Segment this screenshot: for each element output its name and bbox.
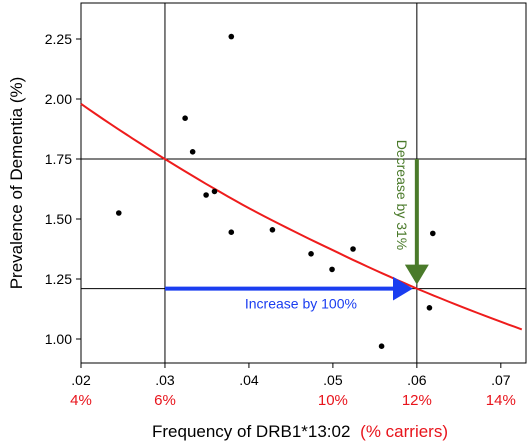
- x-tick-label-percent: 12%: [402, 392, 432, 409]
- data-point: [228, 229, 235, 235]
- data-point: [329, 266, 335, 273]
- data-point: [115, 210, 122, 216]
- y-axis-ticks: 1.00 1.25 1.50 1.75 2.00 2.25: [45, 31, 81, 347]
- x-tick-label: .06: [407, 372, 427, 388]
- y-axis-title: Prevalence of Dementia (%): [7, 77, 26, 290]
- x-tick-label-percent: 14%: [486, 392, 516, 409]
- data-point: [269, 227, 276, 233]
- x-tick-label: .05: [323, 372, 343, 388]
- x-tick-label: .07: [491, 372, 511, 388]
- x-tick-label-percent: 6%: [154, 392, 176, 409]
- fit-curve: [80, 102, 523, 331]
- increase-label: Increase by 100%: [245, 296, 357, 312]
- data-point: [211, 188, 218, 195]
- data-point: [308, 251, 314, 257]
- x-tick-label-percent: 10%: [318, 392, 348, 409]
- annotations: Increase by 100% Decrease by 31%: [164, 140, 429, 312]
- data-points: [115, 33, 436, 350]
- decrease-label: Decrease by 31%: [394, 140, 410, 251]
- x-tick-label-percent: 4%: [70, 392, 92, 409]
- y-tick-label: 1.50: [45, 211, 72, 227]
- data-point: [430, 230, 436, 237]
- data-point: [182, 115, 188, 121]
- y-tick-label: 1.75: [45, 151, 72, 167]
- x-axis-title-suffix: (% carriers): [360, 422, 448, 441]
- data-point: [378, 343, 385, 350]
- x-tick-label: .04: [239, 372, 259, 388]
- data-point: [426, 305, 433, 311]
- data-point: [350, 246, 356, 252]
- y-tick-label: 2.00: [45, 91, 72, 107]
- y-tick-label: 1.25: [45, 271, 72, 287]
- x-axis-title: Frequency of DRB1*13:02 (% carriers): [152, 422, 448, 441]
- y-tick-label: 2.25: [45, 31, 72, 47]
- x-axis-ticks: .02 .03 .04 .05 .06 .07 4% 6% 10% 12% 14%: [70, 363, 516, 409]
- y-tick-label: 1.00: [45, 331, 72, 347]
- x-tick-label: .02: [71, 372, 91, 388]
- data-point: [228, 33, 235, 40]
- x-tick-label: .03: [155, 372, 175, 388]
- x-axis-title-main: Frequency of DRB1*13:02: [152, 422, 350, 441]
- data-point: [189, 149, 196, 155]
- data-point: [203, 192, 209, 198]
